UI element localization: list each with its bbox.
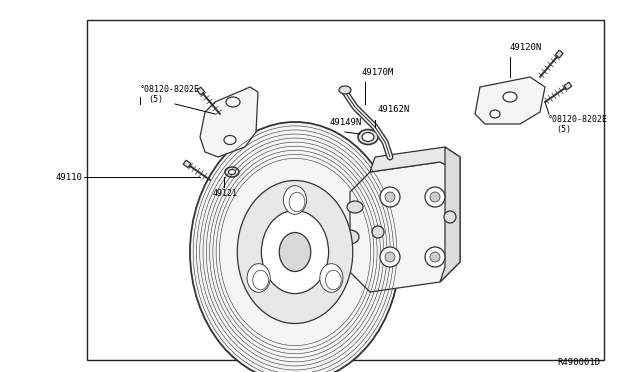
Polygon shape [475, 77, 545, 124]
Text: 49162N: 49162N [378, 105, 410, 114]
Text: 49149N: 49149N [330, 118, 362, 127]
Ellipse shape [279, 232, 311, 272]
Circle shape [425, 247, 445, 267]
Ellipse shape [247, 264, 270, 292]
Text: 49170M: 49170M [362, 68, 394, 77]
Circle shape [385, 192, 395, 202]
Ellipse shape [503, 92, 517, 102]
Circle shape [425, 187, 445, 207]
Polygon shape [200, 87, 258, 157]
Circle shape [444, 211, 456, 223]
Ellipse shape [225, 167, 239, 177]
Ellipse shape [490, 110, 500, 118]
Text: 49110: 49110 [55, 173, 82, 182]
Text: (5): (5) [556, 125, 571, 134]
Text: 49121: 49121 [213, 189, 238, 198]
Bar [183, 160, 191, 168]
Polygon shape [440, 147, 460, 282]
Text: °08120-8202E: °08120-8202E [140, 85, 200, 94]
Text: °08120-8202E: °08120-8202E [548, 115, 608, 124]
Ellipse shape [224, 135, 236, 144]
Ellipse shape [228, 170, 236, 174]
Ellipse shape [341, 230, 359, 244]
Circle shape [385, 252, 395, 262]
Circle shape [430, 252, 440, 262]
Ellipse shape [320, 264, 343, 292]
Ellipse shape [284, 186, 307, 214]
Ellipse shape [362, 132, 374, 141]
Ellipse shape [358, 129, 378, 144]
Text: 49120N: 49120N [510, 43, 542, 52]
Ellipse shape [261, 211, 328, 294]
Bar [564, 82, 572, 90]
Ellipse shape [339, 86, 351, 94]
Bar [197, 87, 205, 95]
Ellipse shape [226, 97, 240, 107]
Bar [556, 50, 563, 58]
Text: R490001D: R490001D [557, 358, 600, 367]
Circle shape [430, 192, 440, 202]
Polygon shape [350, 162, 460, 292]
Ellipse shape [190, 122, 400, 372]
Circle shape [380, 187, 400, 207]
Ellipse shape [347, 201, 363, 213]
Circle shape [372, 226, 384, 238]
Polygon shape [370, 147, 460, 172]
Circle shape [380, 247, 400, 267]
Bar [87, 20, 604, 360]
Ellipse shape [237, 180, 353, 324]
Text: (5): (5) [148, 95, 163, 104]
